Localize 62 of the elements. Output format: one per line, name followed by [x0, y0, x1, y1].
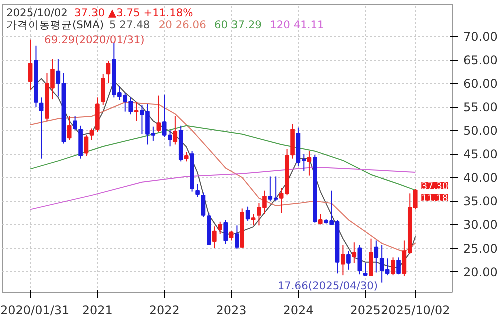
text: 20 26.06 [158, 18, 207, 32]
text: 120 41.11 [270, 18, 324, 32]
candlestick [235, 225, 240, 250]
y-tick-label: 50.00 [464, 124, 498, 138]
candlestick [369, 238, 374, 277]
candlestick [201, 192, 206, 218]
candlestick [134, 102, 139, 122]
y-tick-label: 40.00 [464, 171, 498, 186]
y-tick-label: 25.00 [464, 242, 498, 256]
candlestick [307, 150, 312, 176]
y-tick-label: 30.00 [464, 218, 498, 232]
candlestick [196, 184, 200, 198]
candlestick [352, 242, 357, 264]
text: 5 27.48 [110, 18, 150, 32]
annotation: 69.29(2020/01/31) [44, 33, 145, 46]
candlestick [184, 152, 189, 162]
candlestick [67, 116, 72, 141]
x-tick-label: 2024 [283, 304, 314, 318]
candlestick [218, 221, 222, 235]
candlestick [28, 39, 33, 91]
y-tick-label: 45.00 [464, 148, 498, 162]
annotation: 17.66(2025/04/30) [278, 279, 378, 292]
candlestick [73, 116, 78, 132]
candlestick [374, 240, 379, 274]
y-tick-label: 20.00 [464, 265, 498, 280]
text: 60 37.29 [214, 18, 262, 32]
candlestick [341, 244, 346, 276]
candlestick [224, 220, 228, 245]
annotation: 11.18 [422, 193, 448, 204]
y-tick-label: 35.00 [464, 194, 498, 209]
x-tick-label: 2023 [216, 304, 247, 318]
candlestick [391, 257, 396, 276]
candlestick [101, 74, 106, 106]
line-series [30, 125, 416, 191]
y-tick-label: 55.00 [464, 100, 498, 115]
y-tick-label: 70.00 [464, 30, 498, 44]
chart-title: 2025/10/02 [6, 6, 68, 20]
chart-subtitle: 37.30 ▲3.75 +11.18% [74, 6, 194, 20]
candlestick [106, 60, 111, 84]
candlestick [246, 206, 250, 222]
x-tick-label: 2020/01/31 [0, 304, 70, 318]
line-series [30, 166, 416, 210]
y-tick-label: 65.00 [464, 54, 498, 68]
legend-title: 가격이동평균(SMA) [6, 18, 104, 32]
annotation: 37.30 [422, 181, 448, 192]
candlestick [251, 214, 256, 226]
candlestick [212, 226, 217, 249]
x-tick-label: 2022 [149, 304, 180, 318]
candlestick [39, 97, 44, 160]
candlestick [363, 262, 368, 277]
candlestick [396, 257, 401, 276]
candlestick [84, 134, 89, 157]
candlestick [156, 95, 162, 133]
y-tick-label: 60.00 [464, 77, 498, 92]
x-tick-label: 2025/10/02 [381, 304, 450, 318]
candlestick [358, 244, 362, 276]
candlestick [346, 250, 351, 270]
candlestick [229, 230, 234, 242]
candlestick [173, 116, 178, 146]
x-tick-label: 2025 [350, 304, 381, 318]
candlestick [90, 128, 94, 141]
x-tick-label: 2021 [82, 304, 113, 318]
